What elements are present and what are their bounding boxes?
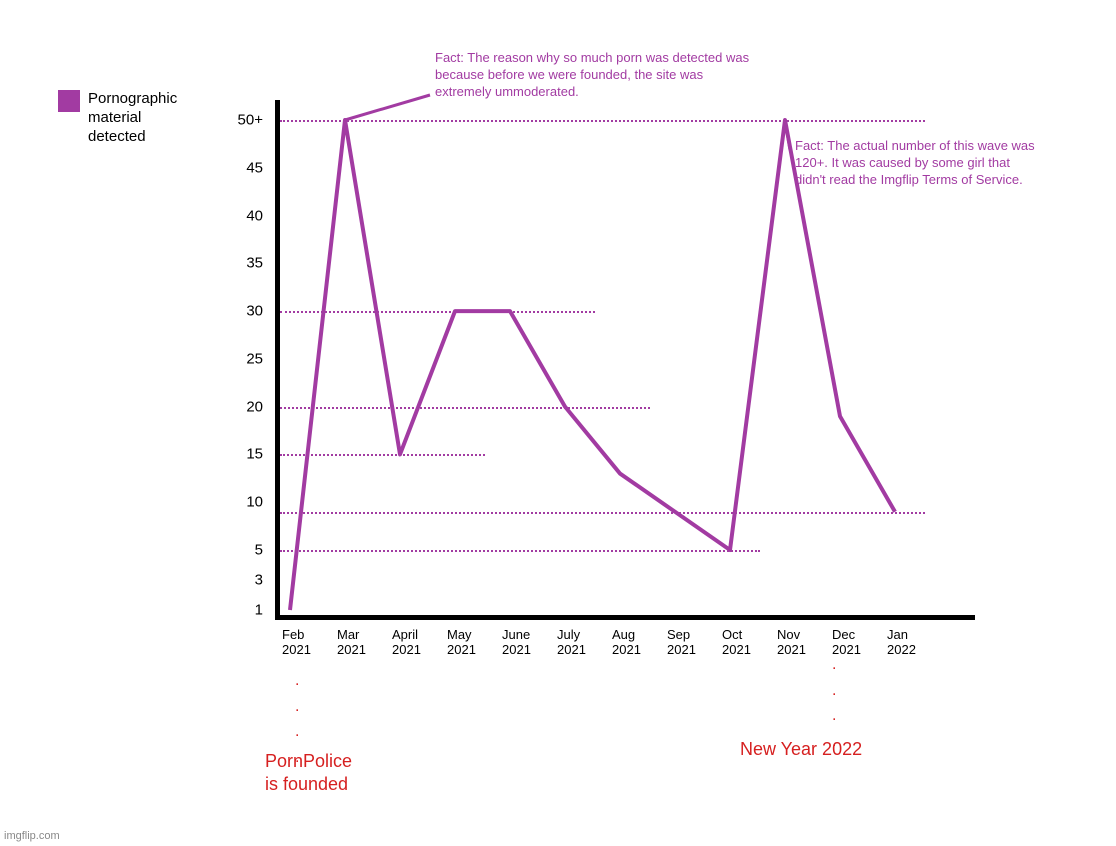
event-label: New Year 2022 <box>740 738 862 761</box>
x-tick-label: Nov 2021 <box>777 628 827 658</box>
event-label: PornPolice is founded <box>265 750 352 797</box>
x-tick-label: Mar 2021 <box>337 628 387 658</box>
y-tick-label: 1 <box>223 602 263 619</box>
x-tick-label: Jan 2022 <box>887 628 937 658</box>
legend-label: Pornographic material detected <box>88 90 177 146</box>
x-tick-label: Feb 2021 <box>282 628 332 658</box>
annotation-text: Fact: The reason why so much porn was de… <box>435 50 749 101</box>
y-tick-label: 10 <box>223 494 263 511</box>
y-tick-label: 20 <box>223 398 263 415</box>
data-line <box>290 120 895 610</box>
y-tick-label: 15 <box>223 446 263 463</box>
x-tick-label: Aug 2021 <box>612 628 662 658</box>
gridline <box>280 311 595 313</box>
gridline <box>280 454 485 456</box>
y-tick-label: 30 <box>223 303 263 320</box>
x-tick-label: July 2021 <box>557 628 607 658</box>
y-tick-label: 5 <box>223 542 263 559</box>
gridline <box>280 550 760 552</box>
y-tick-label: 3 <box>223 572 263 589</box>
y-tick-label: 25 <box>223 350 263 367</box>
y-tick-label: 45 <box>223 159 263 176</box>
annotation-text: Fact: The actual number of this wave was… <box>795 138 1035 189</box>
annotation-pointer <box>345 95 430 120</box>
y-tick-label: 50+ <box>223 112 263 129</box>
x-tick-label: Sep 2021 <box>667 628 717 658</box>
x-tick-label: April 2021 <box>392 628 442 658</box>
legend: Pornographic material detected <box>58 90 177 146</box>
y-tick-label: 35 <box>223 255 263 272</box>
x-tick-label: Dec 2021 <box>832 628 882 658</box>
gridline <box>280 407 650 409</box>
gridline <box>280 512 925 514</box>
gridline <box>280 120 925 122</box>
x-tick-label: Oct 2021 <box>722 628 772 658</box>
watermark: imgflip.com <box>4 830 60 842</box>
y-tick-label: 40 <box>223 207 263 224</box>
x-tick-label: June 2021 <box>502 628 552 658</box>
legend-swatch <box>58 90 80 112</box>
x-tick-label: May 2021 <box>447 628 497 658</box>
